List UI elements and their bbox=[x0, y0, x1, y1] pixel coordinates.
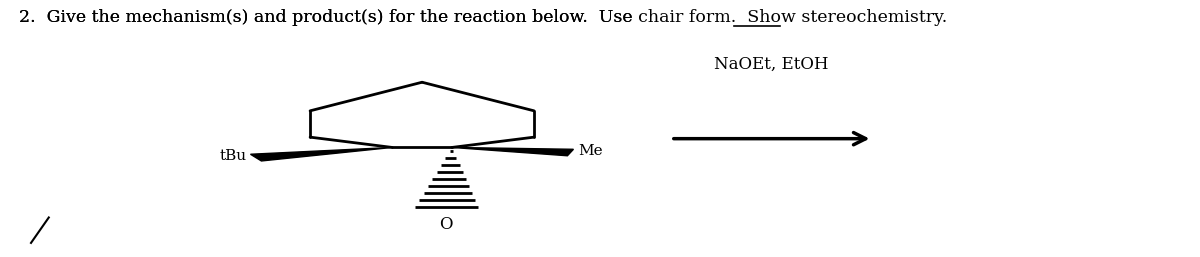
Text: O: O bbox=[439, 216, 452, 233]
Text: tBu: tBu bbox=[220, 149, 246, 163]
Polygon shape bbox=[452, 148, 574, 156]
Polygon shape bbox=[251, 148, 392, 161]
Text: NaOEt, EtOH: NaOEt, EtOH bbox=[714, 56, 829, 72]
Text: Me: Me bbox=[578, 144, 604, 158]
Text: 2.  Give the mechanism(s) and product(s) for the reaction below.  Use: 2. Give the mechanism(s) and product(s) … bbox=[19, 9, 638, 26]
Text: 2.  Give the mechanism(s) and product(s) for the reaction below.  Use chair form: 2. Give the mechanism(s) and product(s) … bbox=[19, 9, 948, 26]
